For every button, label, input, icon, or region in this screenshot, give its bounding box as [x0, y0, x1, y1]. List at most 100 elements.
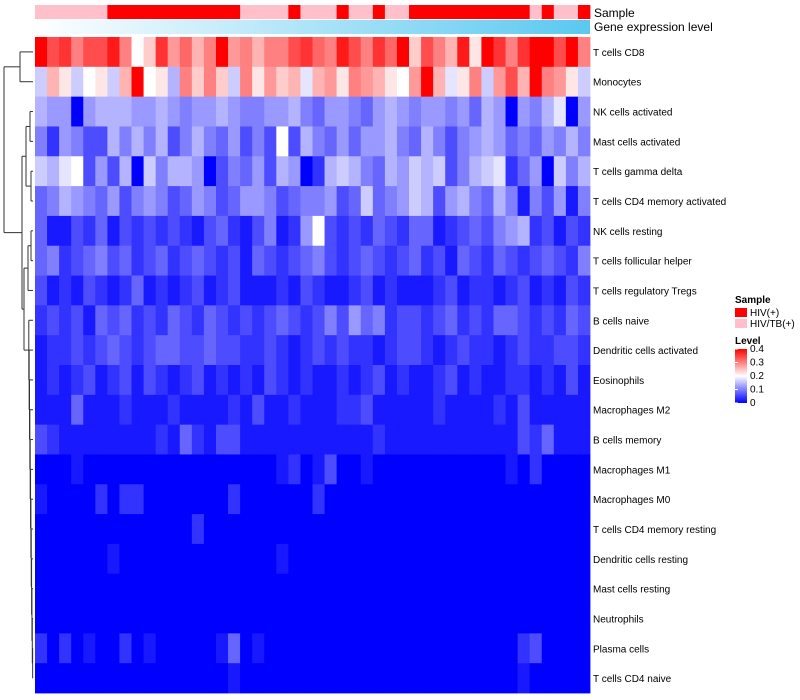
heatmap-cell: [360, 186, 374, 217]
heatmap-cell: [35, 484, 48, 515]
heatmap-cell: [264, 454, 277, 485]
heatmap-cell: [565, 37, 579, 68]
heatmap-cell: [143, 156, 157, 187]
heatmap-cell: [35, 96, 48, 127]
heatmap-cell: [228, 335, 241, 366]
heatmap-cell: [71, 663, 84, 694]
heatmap-cell: [83, 96, 96, 127]
heatmap-cell: [421, 454, 434, 485]
heatmap-cell: [240, 335, 253, 366]
heatmap-cell: [493, 275, 506, 306]
heatmap-cell: [312, 245, 325, 276]
heatmap-cell: [131, 484, 144, 515]
heatmap-cell: [493, 573, 506, 604]
heatmap-cell: [312, 543, 325, 575]
row-labels: T cells CD8 Monocytes NK cells activated Ma…: [593, 48, 726, 685]
heatmap-cell: [541, 335, 555, 366]
heatmap-cell: [35, 603, 48, 634]
heatmap-cell: [143, 663, 157, 694]
heatmap-cell: [276, 275, 289, 306]
heatmap-cell: [372, 186, 386, 217]
heatmap-cell: [421, 543, 434, 575]
heatmap-cell: [577, 215, 591, 247]
heatmap-cell: [59, 335, 72, 366]
sample-annotation-cell: [47, 5, 60, 19]
heatmap-cell: [396, 603, 410, 634]
heatmap-cell: [493, 335, 506, 366]
heatmap-cell: [107, 305, 120, 336]
heatmap-cell: [348, 573, 362, 604]
heatmap-cell: [517, 335, 531, 366]
heatmap-cell: [215, 66, 229, 98]
heatmap-cell: [481, 663, 494, 694]
heatmap-cell: [179, 394, 193, 426]
heatmap-cell: [155, 484, 169, 515]
heatmap-cell: [83, 394, 96, 426]
heatmap-cell: [481, 96, 494, 127]
heatmap-cell: [143, 543, 157, 575]
heatmap-cell: [167, 573, 181, 604]
heatmap-cell: [252, 633, 265, 664]
heatmap-cell: [445, 186, 458, 217]
heatmap-cell: [95, 37, 108, 68]
heatmap-cell: [288, 603, 301, 634]
heatmap-cell: [457, 514, 470, 545]
heatmap-cell: [541, 305, 555, 336]
heatmap-cell: [300, 394, 313, 426]
heatmap-cell: [360, 603, 374, 634]
heatmap-cell: [553, 514, 567, 545]
heatmap-cell: [541, 633, 555, 664]
heatmap-cell: [203, 603, 217, 634]
heatmap-cell: [360, 543, 374, 575]
heatmap-cell: [433, 454, 446, 485]
heatmap-cell: [372, 454, 386, 485]
heatmap-cell: [191, 66, 205, 98]
heatmap-cell: [445, 335, 458, 366]
heatmap-cell: [203, 573, 217, 604]
heatmap-cell: [179, 603, 193, 634]
heatmap-cell: [577, 543, 591, 575]
heatmap-cell: [107, 424, 120, 455]
heatmap-cell: [469, 126, 482, 157]
heatmap-cell: [336, 365, 350, 396]
heatmap-cell: [421, 603, 434, 634]
heatmap-cell: [396, 663, 410, 694]
heatmap-cell: [119, 365, 132, 396]
heatmap-cell: [445, 365, 458, 396]
heatmap-cell: [384, 394, 398, 426]
heatmap-cell: [215, 484, 229, 515]
heatmap-cell: [95, 603, 108, 634]
heatmap-cell: [35, 424, 48, 455]
heatmap-cell: [312, 663, 325, 694]
heatmap-cell: [577, 156, 591, 187]
heatmap-cell: [457, 335, 470, 366]
heatmap-cell: [252, 96, 265, 127]
heatmap-cell: [577, 96, 591, 127]
heatmap-cell: [396, 335, 410, 366]
heatmap-cell: [155, 663, 169, 694]
heatmap-cell: [107, 365, 120, 396]
heatmap-cell: [191, 126, 205, 157]
row-label: NK cells resting: [593, 227, 662, 238]
heatmap-cell: [203, 394, 217, 426]
heatmap-cell: [457, 484, 470, 515]
heatmap-cell: [396, 633, 410, 664]
heatmap-cell: [240, 66, 253, 98]
heatmap-cell: [433, 245, 446, 276]
heatmap-cell: [179, 543, 193, 575]
row-label: Dendritic cells activated: [593, 346, 698, 357]
heatmap-cell: [517, 603, 531, 634]
heatmap-cell: [505, 573, 519, 604]
heatmap-cell: [131, 543, 144, 575]
heatmap-cell: [252, 484, 265, 515]
heatmap-cell: [577, 454, 591, 485]
sample-annotation-cell: [348, 5, 362, 19]
heatmap-cell: [215, 573, 229, 604]
heatmap-cell: [312, 96, 325, 127]
heatmap-cell: [457, 543, 470, 575]
heatmap-cell: [95, 66, 108, 98]
heatmap-cell: [240, 573, 253, 604]
heatmap-cell: [312, 603, 325, 634]
heatmap-cell: [300, 335, 313, 366]
heatmap-cell: [517, 633, 531, 664]
